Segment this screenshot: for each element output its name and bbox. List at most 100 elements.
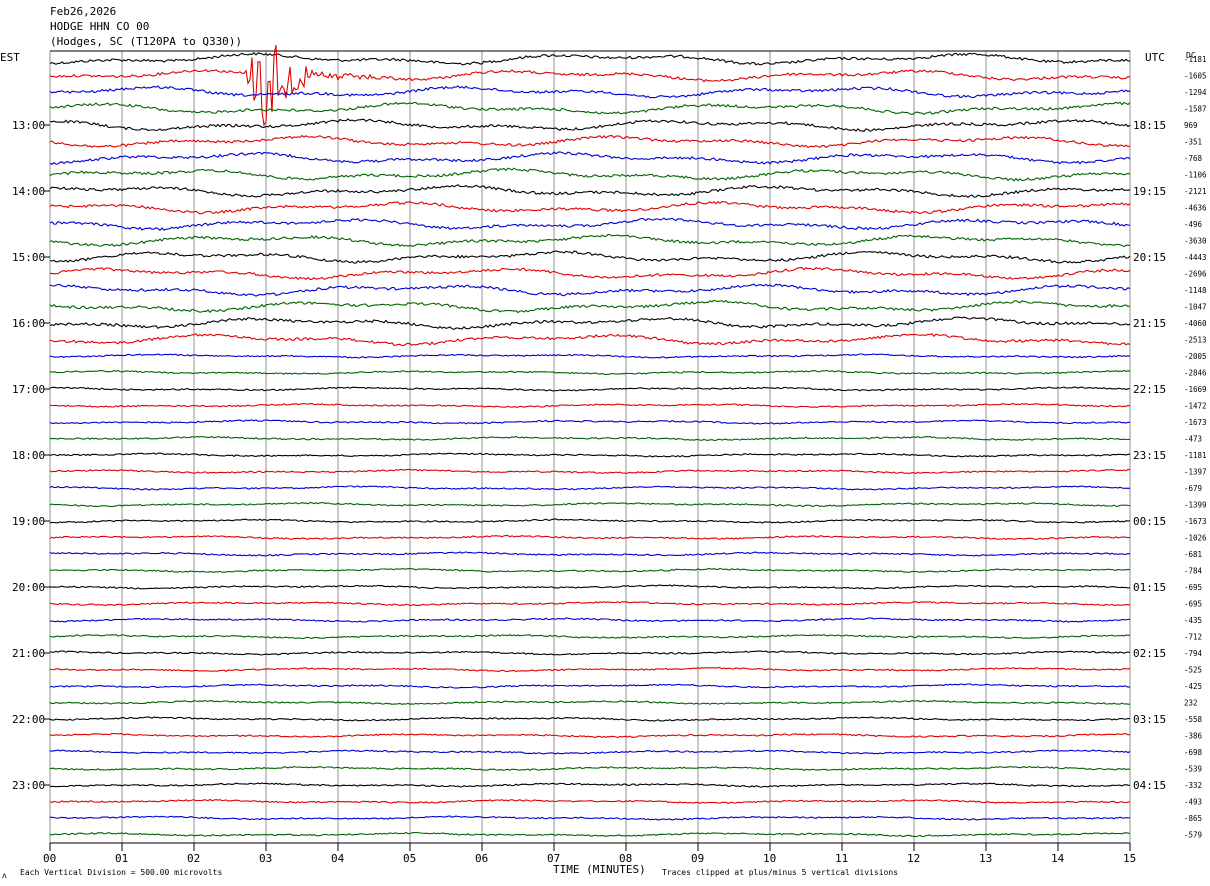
seismic-trace — [49, 634, 1130, 640]
dc-offset-label: -1181 — [1184, 55, 1207, 64]
dc-offset-label: -1397 — [1184, 468, 1207, 477]
dc-offset-label: -1106 — [1184, 171, 1207, 180]
dc-offset-label: -1047 — [1184, 303, 1207, 312]
dc-offset-label: -712 — [1184, 633, 1202, 642]
seismic-trace — [49, 233, 1131, 248]
dc-offset-label: -2121 — [1184, 187, 1207, 196]
utc-hour-label: 22:15 — [1133, 383, 1166, 396]
dc-offset-label: -4443 — [1184, 253, 1207, 262]
dc-offset-label: -1673 — [1184, 517, 1207, 526]
utc-hour-label: 23:15 — [1133, 449, 1166, 462]
dc-offset-label: -3630 — [1184, 237, 1207, 246]
dc-label: DC — [1186, 51, 1196, 60]
seismic-trace — [50, 353, 1131, 359]
seismic-trace — [49, 200, 1131, 215]
x-tick-label: 14 — [1051, 852, 1065, 865]
est-hour-label: 15:00 — [12, 251, 45, 264]
dc-offset-label: -435 — [1184, 616, 1202, 625]
dc-offset-label: -351 — [1184, 138, 1202, 147]
seismic-trace — [49, 101, 1131, 116]
x-tick-label: 05 — [403, 852, 416, 865]
seismic-trace — [49, 716, 1131, 722]
trace-group — [49, 44, 1131, 838]
seismic-trace — [49, 167, 1131, 182]
x-tick-label: 06 — [475, 852, 488, 865]
seismic-trace — [49, 798, 1131, 805]
dc-offset-label: -865 — [1184, 814, 1202, 823]
seismic-trace — [49, 831, 1131, 838]
dc-offset-label: -4636 — [1184, 204, 1207, 213]
dc-offset-label: -2696 — [1184, 270, 1207, 279]
dc-offset-label: -4060 — [1184, 319, 1207, 328]
seismic-trace — [49, 118, 1131, 133]
est-hour-label: 16:00 — [12, 317, 45, 330]
minute-grid — [44, 50, 1131, 851]
est-hour-label: 23:00 — [12, 779, 45, 792]
dc-offset-label: -525 — [1184, 666, 1202, 675]
dc-offset-label: 969 — [1184, 121, 1198, 130]
seismic-trace — [49, 584, 1131, 590]
x-tick-label: 12 — [907, 852, 920, 865]
dc-offset-label: -1399 — [1184, 501, 1207, 510]
utc-hour-label: 00:15 — [1133, 515, 1166, 528]
x-tick-label: 07 — [547, 852, 560, 865]
seismic-trace — [49, 151, 1131, 165]
seismic-trace — [49, 402, 1131, 408]
utc-hour-label: 19:15 — [1133, 185, 1166, 198]
seismic-trace — [49, 650, 1131, 656]
dc-offset-label: -1472 — [1184, 402, 1207, 411]
header-station: HODGE HHN CO 00 — [50, 20, 150, 33]
dc-offset-label: -332 — [1184, 781, 1202, 790]
seismic-trace — [49, 518, 1131, 524]
dc-offset-label: -695 — [1184, 600, 1202, 609]
header-location: (Hodges, SC (T120PA to Q330)) — [50, 35, 243, 48]
est-hour-label: 21:00 — [12, 647, 45, 660]
dc-offset-label: -2005 — [1184, 352, 1207, 361]
dc-offset-label: -425 — [1184, 682, 1202, 691]
est-hour-label: 22:00 — [12, 713, 45, 726]
dc-offset-label: -386 — [1184, 732, 1203, 741]
est-hour-label: 19:00 — [12, 515, 45, 528]
seismic-trace — [49, 134, 1131, 149]
seismic-trace — [49, 299, 1131, 314]
est-hour-label: 18:00 — [12, 449, 45, 462]
seismic-trace — [49, 733, 1131, 739]
seismic-trace — [49, 765, 1131, 772]
seismic-trace — [49, 501, 1130, 508]
est-hour-label: 17:00 — [12, 383, 45, 396]
dc-offset-label: -558 — [1184, 715, 1203, 724]
seismic-trace — [49, 683, 1131, 689]
dc-offset-label: -539 — [1184, 765, 1202, 774]
seismic-trace — [49, 666, 1131, 673]
corner-mark: ʌ — [2, 871, 7, 880]
est-axis-label: EST — [0, 51, 20, 64]
dc-offset-label: -496 — [1184, 220, 1203, 229]
seismic-trace — [49, 217, 1131, 232]
seismic-trace — [49, 267, 1131, 281]
est-hour-label: 14:00 — [12, 185, 45, 198]
utc-hour-label: 18:15 — [1133, 119, 1166, 132]
utc-hour-label: 03:15 — [1133, 713, 1166, 726]
dc-offset-label: -2513 — [1184, 336, 1207, 345]
x-tick-label: 15 — [1123, 852, 1136, 865]
dc-offset-label: -1181 — [1184, 451, 1207, 460]
seismic-trace — [49, 85, 1131, 99]
est-hour-label: 20:00 — [12, 581, 45, 594]
dc-offset-label: 232 — [1184, 699, 1198, 708]
seismic-trace — [49, 617, 1131, 623]
dc-offset-label: -1587 — [1184, 105, 1207, 114]
dc-offset-label: -473 — [1184, 435, 1202, 444]
dc-offset-label: -2846 — [1184, 369, 1207, 378]
axis-labels: 00 01 02 03 04 05 06 07 08 09 10 11 12 13 14 15 -1181 -16… — [12, 55, 1207, 865]
seismic-trace — [49, 485, 1131, 491]
seismic-trace — [49, 44, 1131, 127]
x-tick-label: 03 — [259, 852, 272, 865]
dc-offset-label: -698 — [1184, 748, 1203, 757]
dc-offset-label: -784 — [1184, 567, 1203, 576]
seismic-trace — [49, 749, 1131, 755]
seismic-trace — [49, 283, 1131, 297]
utc-hour-label: 21:15 — [1133, 317, 1166, 330]
seismic-trace — [49, 435, 1131, 442]
seismic-trace — [49, 601, 1131, 607]
header-date: Feb26,2026 — [50, 5, 117, 18]
